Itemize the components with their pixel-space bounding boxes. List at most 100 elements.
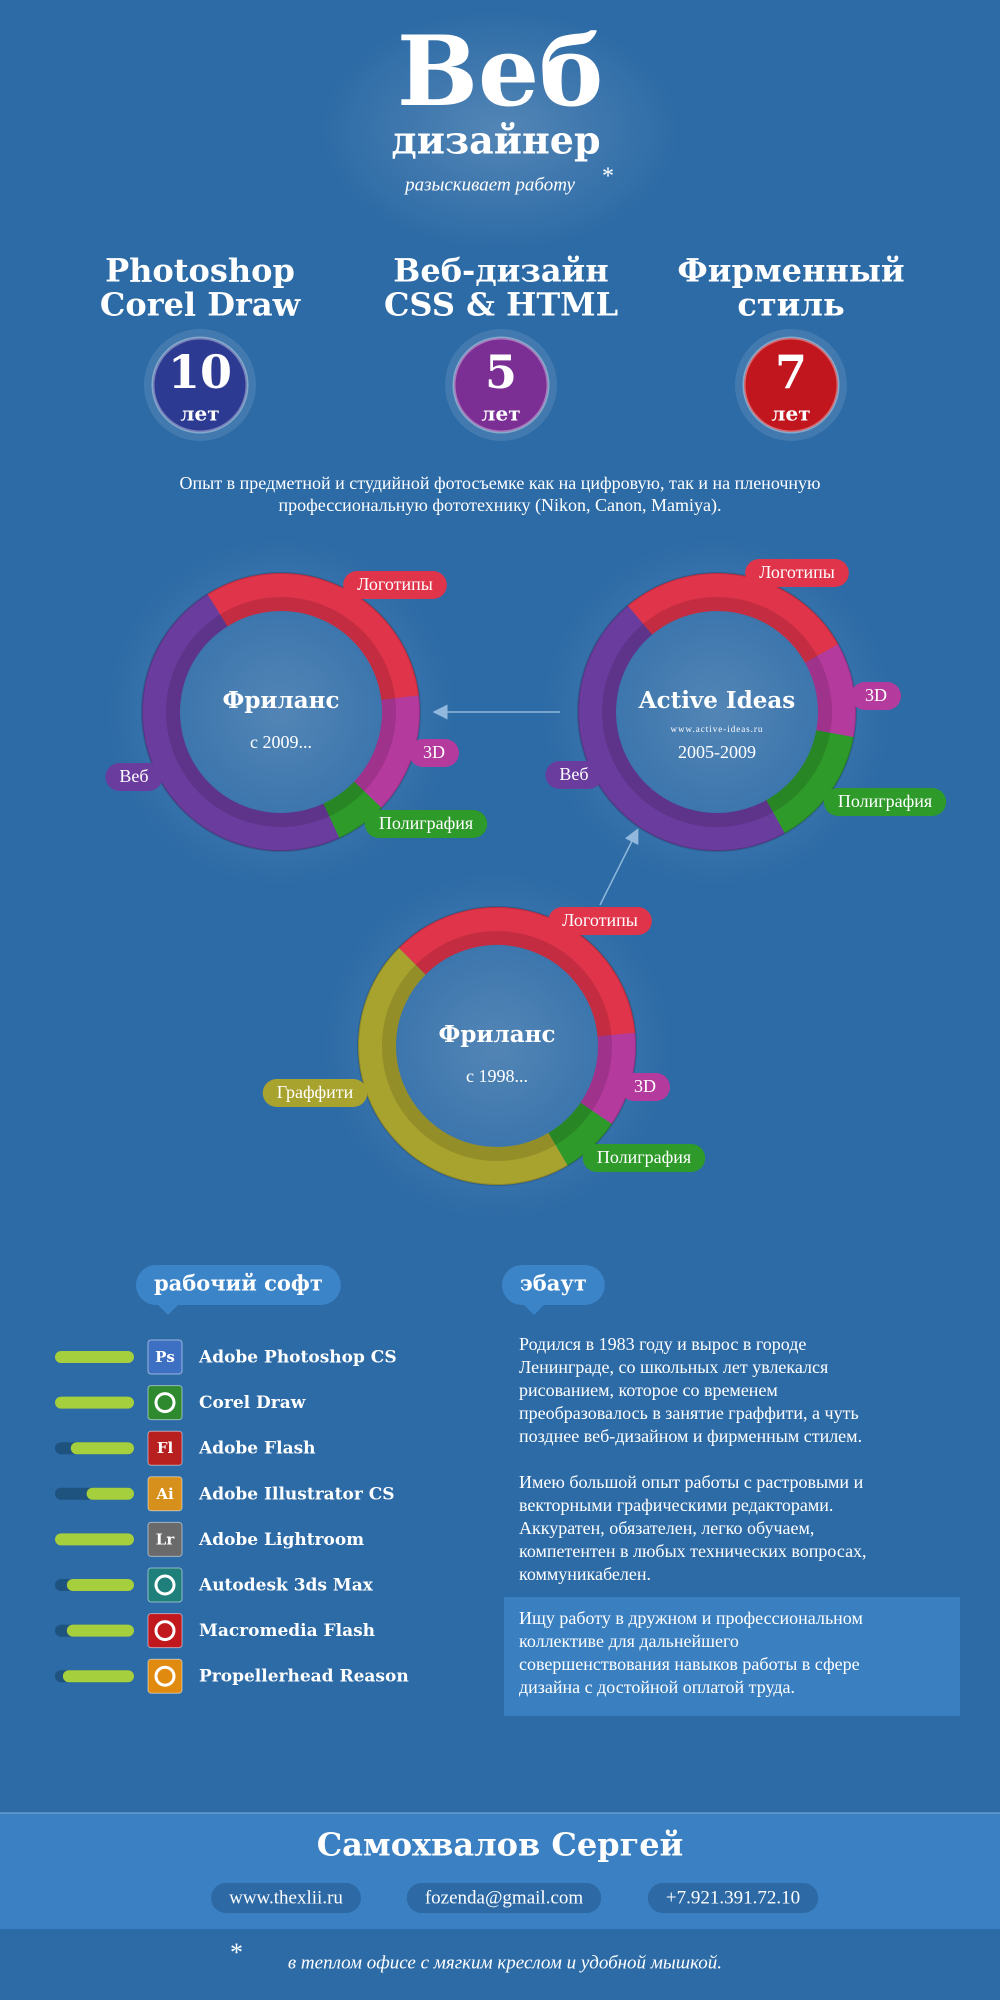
tagline: разыскивает работу	[403, 174, 575, 195]
segment-label: Полиграфия	[838, 791, 932, 811]
about-text: Аккуратен, обязателен, легко обучаем,	[519, 1518, 814, 1538]
donut-edge	[141, 572, 421, 852]
donut-subtitle: с 2009...	[250, 732, 312, 752]
about-text: преобразовалось в занятие граффити, а чу…	[519, 1403, 859, 1423]
skill-title: Фирменный	[677, 252, 904, 290]
section-tab	[136, 1265, 341, 1305]
segment-label: Граффити	[277, 1082, 354, 1102]
segment-label-pill	[823, 788, 947, 816]
segment-label: Полиграфия	[597, 1147, 691, 1167]
donut-segment	[547, 1102, 612, 1166]
donut-title: Active Ideas	[638, 687, 796, 714]
contact-pill[interactable]	[211, 1883, 361, 1913]
app-icon	[147, 1613, 183, 1649]
app-name: Propellerhead Reason	[199, 1667, 409, 1687]
contact[interactable]: +7.921.391.72.10	[666, 1887, 800, 1908]
skill-bar	[86, 1487, 134, 1500]
segment-label: Логотипы	[562, 910, 638, 930]
skill-title: Photoshop	[105, 252, 295, 290]
skill-title: CSS & HTML	[384, 286, 618, 324]
donut-edge	[357, 906, 637, 1186]
about-text: рисованием, которое со временем	[519, 1380, 778, 1400]
badge	[742, 336, 840, 434]
donut-subtitle: 2005-2009	[678, 742, 756, 762]
donut-inner-band	[382, 931, 612, 1161]
skill-bar	[62, 1670, 134, 1683]
about-text: коммуникабелен.	[519, 1564, 651, 1584]
donut-segment	[142, 594, 340, 851]
donut-subtitle: с 1998...	[466, 1066, 528, 1086]
segment-label: Логотипы	[357, 574, 433, 594]
about-text: Родился в 1983 году и вырос в городе	[519, 1334, 806, 1354]
donut-segment	[322, 781, 382, 839]
segment-label-pill	[343, 571, 447, 599]
about-text: Имею большой опыт работы с растровыми и	[519, 1472, 864, 1492]
segment-label: Полиграфия	[379, 813, 473, 833]
app-icon	[147, 1385, 183, 1421]
about-highlight: совершенствования навыков работы в сфере	[519, 1654, 860, 1674]
app-icon-glyph	[154, 1574, 176, 1596]
about-text: векторными графическими редакторами.	[519, 1495, 833, 1515]
segment-label-pill	[262, 1079, 368, 1107]
skill-bar	[55, 1396, 134, 1409]
about-text: компетентен в любых технических вопросах…	[519, 1541, 867, 1561]
app-icon-glyph	[154, 1392, 176, 1414]
donut-segment	[580, 1032, 636, 1125]
donut-segment	[578, 605, 785, 851]
app-icon-label: Fl	[157, 1439, 174, 1457]
segment-label-pill	[364, 810, 488, 838]
app-name: Adobe Flash	[198, 1439, 316, 1459]
about-text: Ленинграде, со школьных лет увлекался	[519, 1357, 828, 1377]
donut-inner-band	[166, 597, 396, 827]
segment-label: Веб	[119, 766, 148, 786]
highlight-box	[504, 1597, 960, 1716]
donut-segment	[207, 573, 420, 701]
skill-title: Corel Draw	[100, 286, 302, 324]
note: профессиональную фототехнику (Nikon, Can…	[278, 495, 721, 516]
badge-number: 5	[485, 345, 517, 399]
segment-label: 3D	[423, 742, 445, 762]
app-icon-label: Ai	[155, 1485, 174, 1503]
badge-number: 10	[168, 345, 232, 399]
skill-bar	[66, 1624, 134, 1637]
skill-bar	[70, 1442, 134, 1455]
donut-title: Фриланс	[439, 1021, 556, 1048]
app-icon-glyph	[154, 1620, 176, 1642]
app-icon-label: Ps	[155, 1348, 175, 1366]
donut-segment	[627, 573, 839, 664]
title-glow	[320, 10, 680, 250]
footnote-asterisk: *	[230, 1938, 243, 1967]
contact-pill[interactable]	[406, 1883, 602, 1913]
badge-number: 7	[775, 345, 807, 399]
contact-pill[interactable]	[647, 1883, 819, 1913]
section-tab-pointer	[156, 1303, 180, 1315]
note: Опыт в предметной и студийной фотосъемке…	[180, 473, 821, 493]
contact[interactable]: www.thexlii.ru	[229, 1887, 343, 1908]
badge-unit: лет	[481, 402, 520, 426]
section-heading: рабочий софт	[154, 1271, 323, 1296]
donut-title: Фриланс	[223, 687, 340, 714]
donut-segment	[398, 907, 636, 1037]
badge	[452, 336, 550, 434]
skill-title: Веб-дизайн	[393, 252, 608, 290]
donut-url: www.active-ideas.ru	[671, 724, 764, 734]
about-highlight: Ищу работу в дружном и профессиональном	[519, 1608, 863, 1628]
app-name: Adobe Illustrator CS	[198, 1484, 395, 1504]
app-icon-glyph	[154, 1665, 176, 1687]
app-name: Autodesk 3ds Max	[198, 1576, 374, 1596]
badge-unit: лет	[180, 402, 219, 426]
section-heading: эбаут	[520, 1271, 587, 1296]
app-icon-label: Lr	[156, 1530, 176, 1548]
app-icon	[147, 1658, 183, 1694]
app-icon	[147, 1430, 183, 1466]
skill-bar	[55, 1351, 134, 1363]
app-icon	[147, 1339, 183, 1375]
about-highlight: дизайна с достойной оплатой труда.	[519, 1677, 795, 1697]
skill-title: стиль	[737, 286, 844, 324]
segment-label-pill	[105, 763, 163, 791]
segment-label: 3D	[865, 685, 887, 705]
segment-label-pill	[545, 761, 603, 789]
contact[interactable]: fozenda@gmail.com	[425, 1887, 584, 1908]
app-icon	[147, 1521, 183, 1557]
badge	[151, 336, 249, 434]
